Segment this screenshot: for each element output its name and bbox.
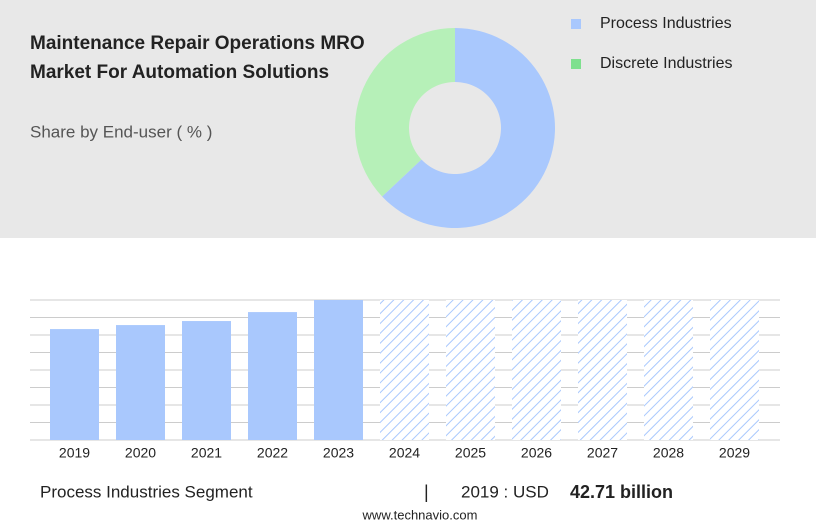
bar — [50, 329, 99, 440]
forecast-bar — [380, 300, 429, 440]
legend-swatch — [571, 59, 581, 69]
x-tick-label: 2024 — [389, 445, 420, 461]
x-tick-label: 2023 — [323, 445, 354, 461]
footer-value: 42.71 billion — [570, 482, 673, 502]
forecast-bar — [644, 300, 693, 440]
donut-slice — [382, 28, 555, 228]
x-tick-label: 2025 — [455, 445, 486, 461]
footer-segment: Process Industries Segment — [40, 482, 253, 501]
subtitle: Share by End-user ( % ) — [30, 122, 212, 141]
bar — [182, 321, 231, 440]
x-tick-label: 2022 — [257, 445, 288, 461]
x-tick-label: 2019 — [59, 445, 90, 461]
title-line: Maintenance Repair Operations MRO Market … — [30, 33, 365, 83]
forecast-bar — [710, 300, 759, 440]
x-tick-label: 2028 — [653, 445, 684, 461]
x-tick-label: 2029 — [719, 445, 750, 461]
legend-swatch — [571, 19, 581, 29]
forecast-bar — [446, 300, 495, 440]
x-tick-label: 2026 — [521, 445, 552, 461]
forecast-bar — [578, 300, 627, 440]
legend-label: Discrete Industries — [600, 55, 733, 72]
donut-slice — [355, 27, 455, 197]
x-tick-label: 2027 — [587, 445, 618, 461]
bar — [314, 300, 363, 440]
bar — [116, 325, 165, 440]
forecast-bar — [512, 300, 561, 440]
legend-label: Process Industries — [600, 15, 732, 32]
bar — [248, 312, 297, 440]
source: www.technavio.com — [362, 507, 478, 522]
x-tick-label: 2020 — [125, 445, 156, 461]
footer-year: 2019 : USD — [461, 482, 549, 501]
footer-separator: | — [424, 482, 429, 502]
x-tick-label: 2021 — [191, 445, 222, 461]
